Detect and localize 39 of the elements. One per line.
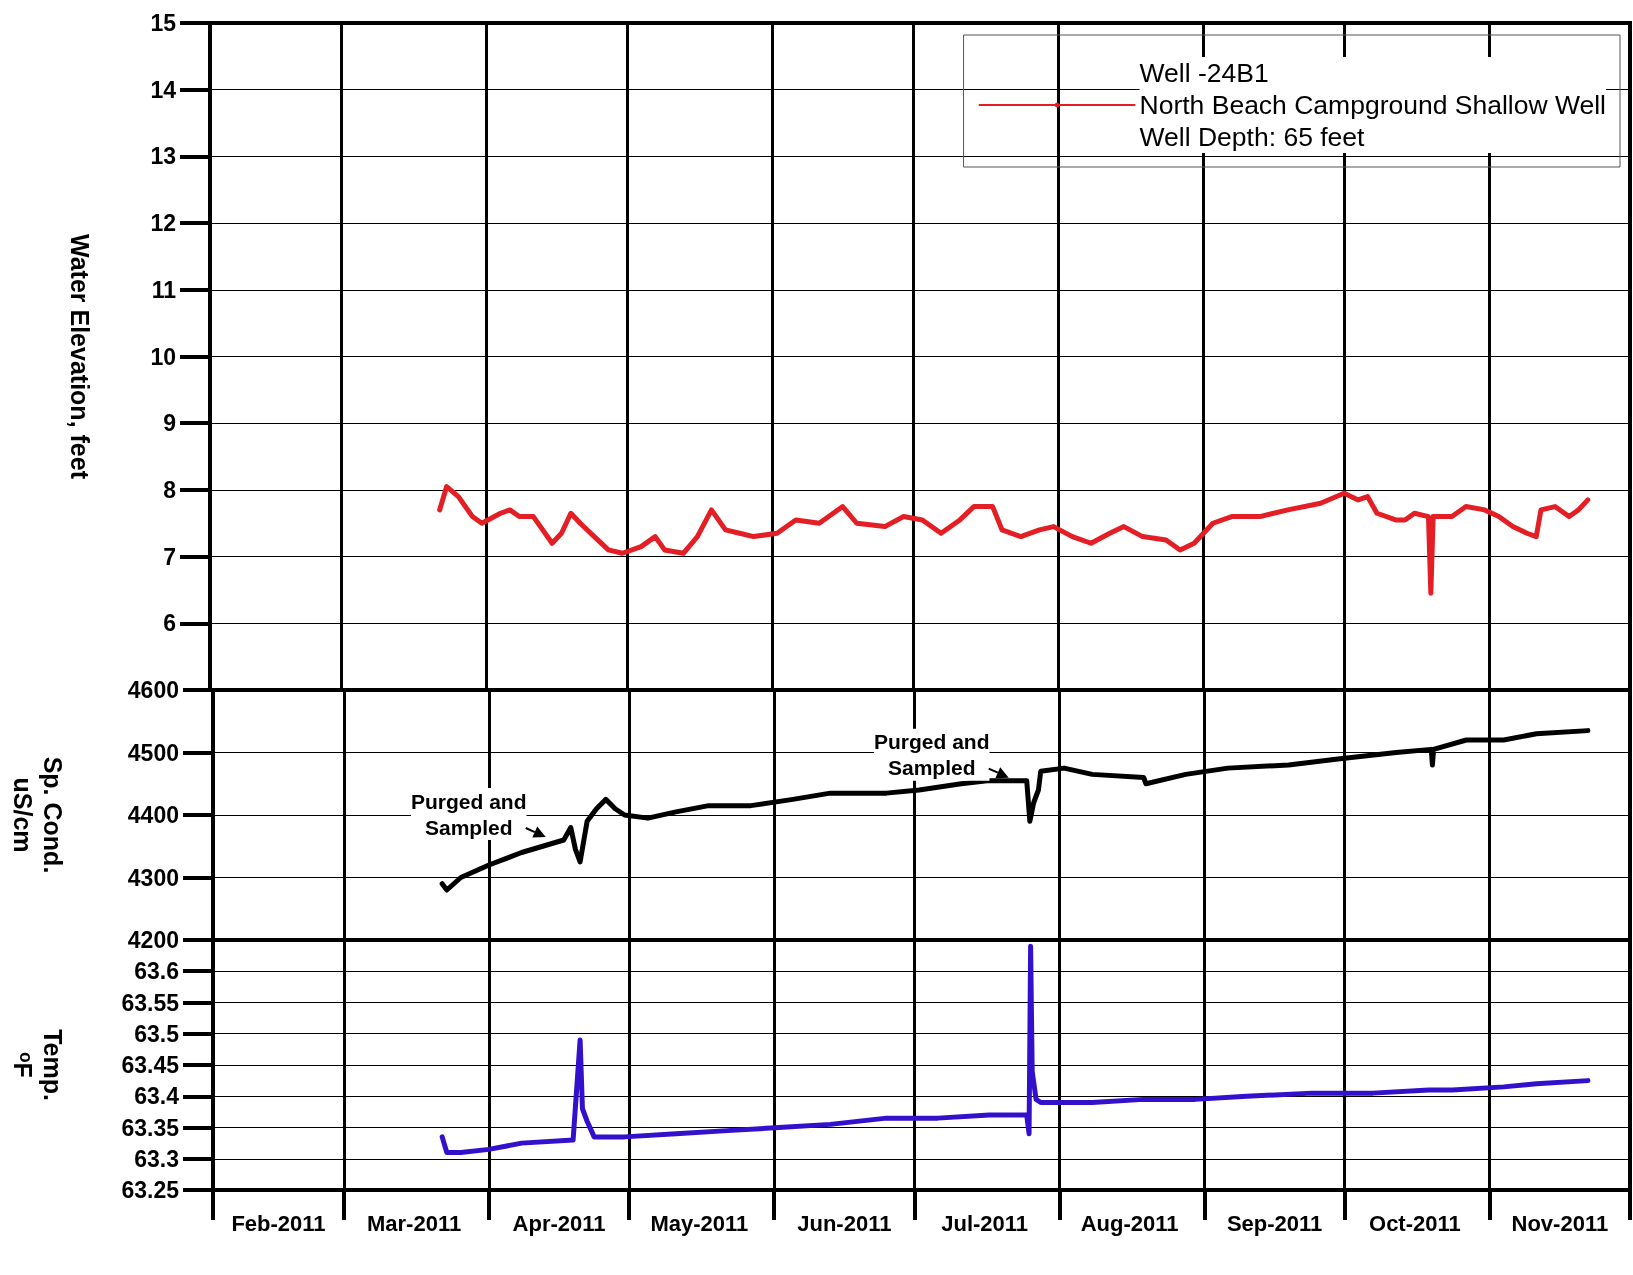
y-tick-label: 63.6 xyxy=(134,958,179,985)
y-tick-label: 63.45 xyxy=(121,1052,180,1078)
y-tick-label: 13 xyxy=(150,143,176,170)
y-tick-label: 63.25 xyxy=(121,1177,180,1203)
y-tick-label: 63.4 xyxy=(134,1083,180,1110)
x-tick-label: Jun-2011 xyxy=(797,1210,892,1236)
x-tick-label: Sep-2011 xyxy=(1226,1210,1323,1236)
y-tick-label: 63.3 xyxy=(134,1145,179,1172)
x-tick-label: Aug-2011 xyxy=(1080,1210,1179,1236)
y-axis-title: Sp. Cond. uS/cm xyxy=(9,756,67,874)
y-tick-label: 4300 xyxy=(127,864,179,891)
y-tick-label: 8 xyxy=(163,476,177,503)
y-tick-label: 9 xyxy=(163,410,176,437)
x-tick-label: Mar-2011 xyxy=(367,1210,462,1236)
y-tick-label: 6 xyxy=(163,610,176,637)
annotation: Purged and Sampled xyxy=(410,789,527,839)
y-tick-label: 63.35 xyxy=(121,1114,180,1141)
x-tick-label: May-2011 xyxy=(650,1210,749,1236)
y-tick-label: 63.55 xyxy=(121,989,180,1016)
annotation: Purged and Sampled xyxy=(873,730,990,780)
y-tick-label: 12 xyxy=(150,210,176,237)
y-tick-label: 14 xyxy=(150,76,177,103)
text: Well -24B1 North Beach Campground Shallow Well Well Depth: 65 feet xyxy=(1139,58,1607,152)
y-tick-label: 4200 xyxy=(127,927,179,953)
y-axis-title: Temp. ᵒF xyxy=(9,1029,67,1101)
x-tick-label: Apr-2011 xyxy=(512,1210,606,1236)
y-tick-label: 7 xyxy=(163,543,176,570)
y-tick-label: 4400 xyxy=(127,802,179,828)
x-tick-label: Oct-2011 xyxy=(1369,1210,1461,1236)
x-tick-label: Nov-2011 xyxy=(1511,1210,1609,1236)
y-tick-label: 63.5 xyxy=(134,1020,180,1047)
y-tick-label: 11 xyxy=(151,276,177,303)
y-tick-label: 4600 xyxy=(127,677,179,703)
y-tick-label: 15 xyxy=(150,10,177,36)
y-axis-title: Water Elevation, feet xyxy=(66,234,94,480)
x-tick-label: Feb-2011 xyxy=(231,1210,326,1236)
x-tick-label: Jul-2011 xyxy=(941,1210,1029,1236)
y-tick-label: 4500 xyxy=(127,739,179,766)
y-tick-label: 10 xyxy=(150,343,176,370)
